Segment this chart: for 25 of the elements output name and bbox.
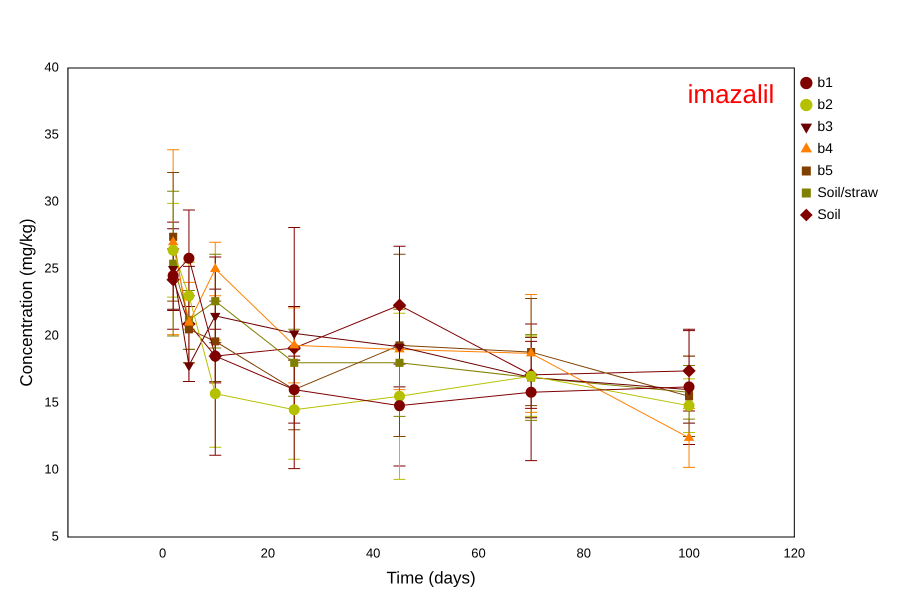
legend-label: b4	[817, 140, 834, 156]
y-tick-label: 15	[44, 394, 59, 410]
x-tick-label: 100	[678, 545, 700, 560]
x-tick-label: 0	[159, 545, 166, 560]
y-tick-label: 35	[44, 126, 59, 142]
x-axis-title: Time (days)	[386, 568, 476, 588]
legend-label: b1	[817, 74, 834, 90]
annotation: imazalil	[688, 79, 774, 110]
legend-label: b3	[817, 118, 834, 134]
y-tick-label: 20	[44, 328, 59, 343]
y-tick-label: 25	[44, 260, 59, 276]
y-tick-label: 30	[44, 194, 59, 209]
legend-label: b2	[817, 96, 834, 112]
legend-label: Soil	[817, 206, 841, 222]
x-tick-label: 20	[260, 545, 276, 560]
x-tick-label: 80	[576, 545, 591, 560]
x-tick-label: 40	[366, 545, 380, 560]
legend-label: b5	[817, 162, 834, 178]
y-axis-title: Concentration (mg/kg)	[16, 218, 36, 387]
y-tick-label: 40	[44, 60, 59, 75]
y-tick-label: 10	[44, 462, 59, 477]
y-tick-label: 5	[52, 528, 59, 544]
legend-label: Soil/straw	[817, 184, 879, 200]
x-tick-label: 120	[783, 545, 806, 560]
x-tick-label: 60	[471, 545, 486, 560]
